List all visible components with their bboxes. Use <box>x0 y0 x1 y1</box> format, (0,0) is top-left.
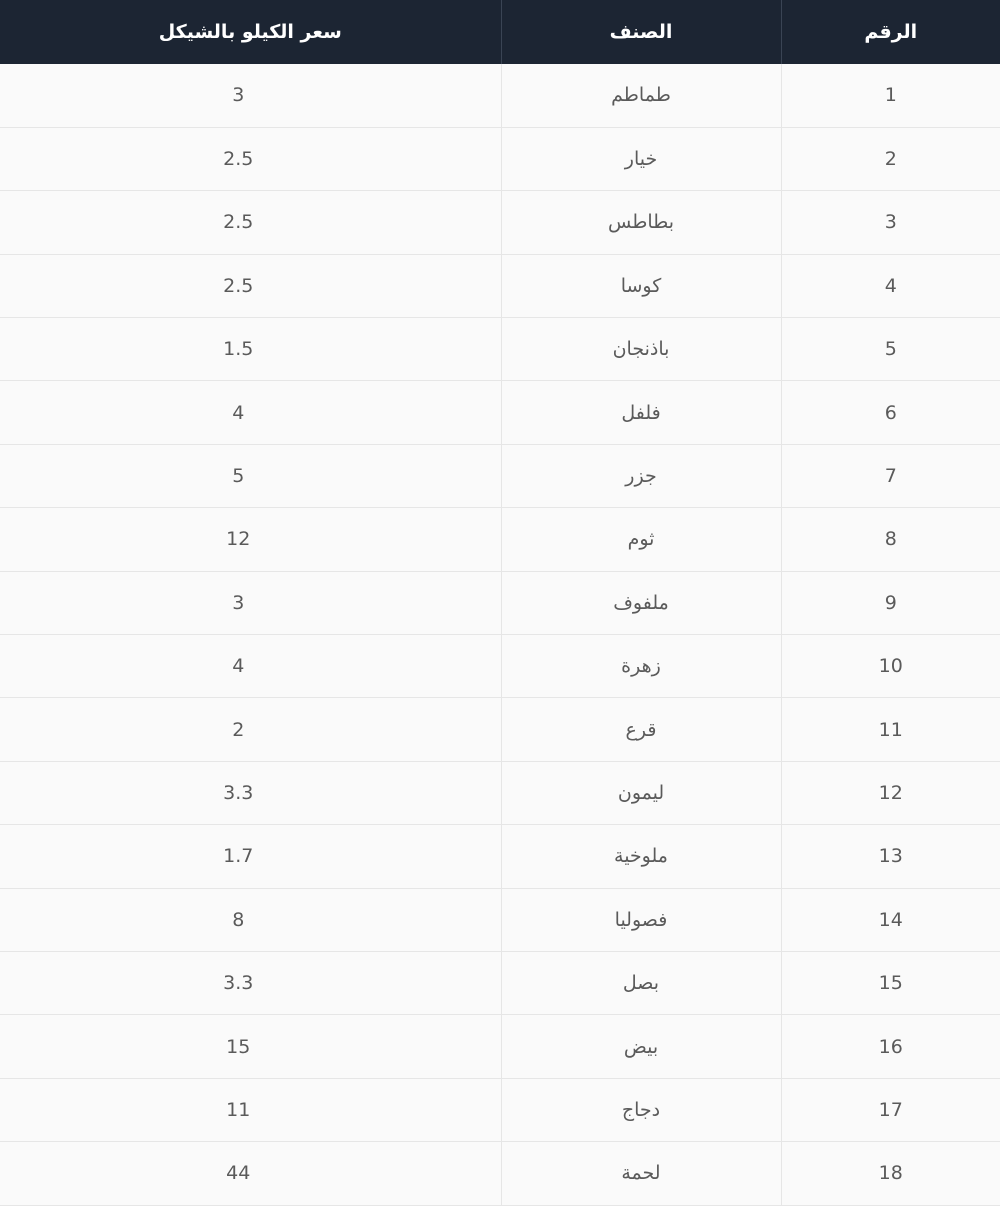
cell-item: فلفل <box>500 380 782 445</box>
table-row: 2.5 بطاطس 3 <box>0 190 1000 255</box>
table-row: 4 زهرة 10 <box>0 634 1000 699</box>
cell-price: 11 <box>0 1078 502 1143</box>
cell-number: 14 <box>780 888 1000 952</box>
cell-price: 12 <box>0 507 502 572</box>
cell-item: بيض <box>500 1014 782 1079</box>
cell-number: 4 <box>780 254 1000 319</box>
cell-price: 2 <box>0 697 502 762</box>
cell-price: 3 <box>0 64 502 128</box>
cell-price: 3.3 <box>0 761 502 826</box>
table-row: 5 جزر 7 <box>0 444 1000 509</box>
cell-number: 18 <box>780 1141 1000 1206</box>
cell-number: 11 <box>780 697 1000 762</box>
cell-item: طماطم <box>500 64 782 128</box>
cell-price: 3.3 <box>0 951 502 1016</box>
cell-number: 6 <box>780 380 1000 445</box>
cell-item: لحمة <box>500 1141 782 1206</box>
table-row: 2 قرع 11 <box>0 697 1000 762</box>
table-row: 2.5 خيار 2 <box>0 127 1000 192</box>
cell-number: 5 <box>780 317 1000 382</box>
header-number: الرقم <box>780 0 1000 64</box>
cell-price: 8 <box>0 888 502 952</box>
table-row: 3.3 ليمون 12 <box>0 761 1000 826</box>
cell-item: زهرة <box>500 634 782 699</box>
cell-number: 17 <box>780 1078 1000 1143</box>
cell-number: 3 <box>780 190 1000 255</box>
cell-price: 2.5 <box>0 190 502 255</box>
header-price: سعر الكيلو بالشيكل <box>158 21 342 43</box>
cell-item: باذنجان <box>500 317 782 382</box>
cell-number: 1 <box>780 64 1000 128</box>
header-item: الصنف <box>500 0 781 64</box>
cell-price: 15 <box>0 1014 502 1079</box>
cell-item: دجاج <box>500 1078 782 1143</box>
cell-number: 7 <box>780 444 1000 509</box>
cell-item: كوسا <box>500 254 782 319</box>
cell-price: 3 <box>0 571 502 636</box>
cell-item: ليمون <box>500 761 782 826</box>
table-body: 3 طماطم 1 2.5 خيار 2 2.5 بطاطس 3 2.5 كوسا 4 1.5 باذنج… <box>0 64 1000 1206</box>
cell-item: ملفوف <box>500 571 782 636</box>
cell-price: 1.7 <box>0 824 502 889</box>
table-row: 12 ثوم 8 <box>0 507 1000 572</box>
cell-price: 5 <box>0 444 502 509</box>
cell-price: 4 <box>0 634 502 699</box>
cell-item: قرع <box>500 697 782 762</box>
table-row: 1.5 باذنجان 5 <box>0 317 1000 382</box>
cell-number: 16 <box>780 1014 1000 1079</box>
table-row: 3 ملفوف 9 <box>0 571 1000 636</box>
cell-number: 2 <box>780 127 1000 192</box>
cell-item: ملوخية <box>500 824 782 889</box>
table-row: 44 لحمة 18 <box>0 1141 1000 1206</box>
cell-number: 10 <box>780 634 1000 699</box>
cell-price: 1.5 <box>0 317 502 382</box>
table-row: 11 دجاج 17 <box>0 1078 1000 1143</box>
cell-price: 4 <box>0 380 502 445</box>
table-row: 15 بيض 16 <box>0 1014 1000 1079</box>
table-header: سعر الكيلو بالشيكل الصنف الرقم <box>0 0 1000 64</box>
cell-item: ثوم <box>500 507 782 572</box>
cell-number: 12 <box>780 761 1000 826</box>
cell-item: جزر <box>500 444 782 509</box>
cell-item: بصل <box>500 951 782 1016</box>
table-row: 2.5 كوسا 4 <box>0 254 1000 319</box>
cell-price: 2.5 <box>0 254 502 319</box>
cell-item: خيار <box>500 127 782 192</box>
table-row: 3.3 بصل 15 <box>0 951 1000 1016</box>
cell-item: فصوليا <box>500 888 782 952</box>
cell-number: 13 <box>780 824 1000 889</box>
cell-number: 8 <box>780 507 1000 572</box>
cell-price: 2.5 <box>0 127 502 192</box>
cell-number: 9 <box>780 571 1000 636</box>
cell-price: 44 <box>0 1141 502 1206</box>
table-row: 1.7 ملوخية 13 <box>0 824 1000 889</box>
cell-item: بطاطس <box>500 190 782 255</box>
table-row: 8 فصوليا 14 <box>0 888 1000 952</box>
table-row: 3 طماطم 1 <box>0 64 1000 128</box>
table-row: 4 فلفل 6 <box>0 380 1000 445</box>
cell-number: 15 <box>780 951 1000 1016</box>
